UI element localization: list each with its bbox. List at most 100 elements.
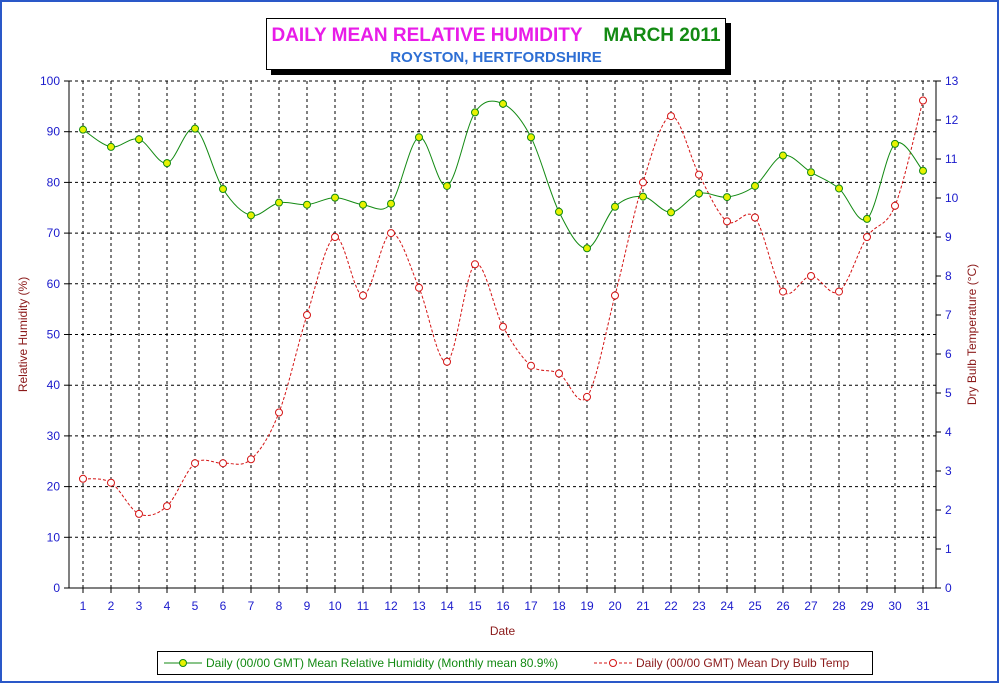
data-point-temperature: [835, 287, 843, 296]
data-point-temperature: [583, 392, 591, 401]
data-point-temperature: [275, 408, 283, 417]
data-point-humidity: [611, 202, 619, 211]
chart-title-line: DAILY MEAN RELATIVE HUMIDITY MARCH 2011: [267, 25, 725, 47]
legend-label-temperature: Daily (00/00 GMT) Mean Dry Bulb Temp: [636, 656, 850, 670]
data-point-temperature: [359, 291, 367, 300]
data-point-temperature: [135, 509, 143, 518]
y-tick-label-left: 60: [47, 277, 61, 291]
x-tick-label: 31: [916, 599, 930, 613]
y-tick-label-right: 0: [945, 581, 952, 595]
x-tick-label: 24: [720, 599, 734, 613]
y-tick-label-right: 7: [945, 308, 952, 322]
data-point-humidity: [835, 184, 843, 193]
data-point-temperature: [807, 272, 815, 280]
x-tick-label: 22: [664, 599, 678, 613]
data-point-humidity: [723, 193, 731, 202]
x-tick-label: 19: [580, 599, 594, 613]
legend: Daily (00/00 GMT) Mean Relative Humidity…: [157, 651, 873, 675]
x-tick-label: 12: [384, 599, 398, 613]
y-axis-title-left: Relative Humidity (%): [16, 277, 30, 392]
data-point-temperature: [667, 112, 675, 121]
x-tick-label: 16: [496, 599, 510, 613]
data-point-humidity: [331, 193, 339, 202]
data-point-humidity: [639, 192, 647, 201]
y-tick-label-left: 90: [47, 125, 61, 139]
x-tick-label: 3: [136, 599, 143, 613]
data-point-humidity: [863, 214, 871, 223]
y-tick-label-right: 4: [945, 425, 952, 439]
x-tick-label: 29: [860, 599, 874, 613]
data-point-temperature: [191, 459, 199, 468]
data-point-humidity: [583, 244, 591, 253]
chart-title: DAILY MEAN RELATIVE HUMIDITY: [271, 25, 583, 46]
data-point-temperature: [331, 233, 339, 241]
x-tick-label: 6: [220, 599, 227, 613]
data-point-humidity: [107, 142, 115, 151]
y-tick-label-left: 50: [47, 328, 61, 342]
data-point-humidity: [499, 99, 507, 108]
data-point-temperature: [891, 201, 899, 210]
x-tick-label: 8: [276, 599, 283, 613]
y-tick-label-right: 12: [945, 113, 959, 127]
y-tick-label-left: 10: [47, 530, 61, 544]
data-point-humidity: [779, 151, 787, 160]
data-point-humidity: [527, 133, 535, 142]
data-point-humidity: [359, 200, 367, 209]
data-point-humidity: [695, 189, 703, 198]
x-tick-label: 17: [524, 599, 538, 613]
y-axis-title-right: Dry Bulb Temperature (°C): [965, 264, 979, 405]
x-tick-label: 18: [552, 599, 566, 613]
y-tick-label-right: 13: [945, 74, 959, 88]
data-point-temperature: [163, 502, 171, 511]
data-point-temperature: [247, 455, 255, 464]
data-point-temperature: [79, 474, 87, 483]
x-tick-label: 9: [304, 599, 311, 613]
data-point-temperature: [471, 260, 479, 269]
y-tick-label-left: 40: [47, 378, 61, 392]
x-tick-label: 1: [80, 599, 87, 613]
legend-swatch-temperature: [594, 659, 632, 667]
data-point-temperature: [779, 287, 787, 296]
chart-subtitle: ROYSTON, HERTFORDSHIRE: [390, 49, 602, 66]
data-point-humidity: [415, 133, 423, 142]
x-tick-label: 30: [888, 599, 902, 613]
data-point-temperature: [499, 322, 507, 331]
data-point-temperature: [555, 369, 563, 378]
data-point-humidity: [275, 198, 283, 207]
y-tick-label-left: 0: [53, 581, 60, 595]
x-tick-label: 5: [192, 599, 199, 613]
data-point-temperature: [443, 357, 451, 366]
data-point-humidity: [135, 135, 143, 144]
data-point-humidity: [751, 181, 759, 190]
x-tick-label: 14: [440, 599, 454, 613]
data-point-humidity: [891, 139, 899, 148]
data-point-humidity: [303, 200, 311, 209]
data-point-humidity: [807, 168, 815, 177]
data-point-temperature: [723, 217, 731, 226]
y-tick-label-right: 8: [945, 269, 952, 283]
x-tick-label: 2: [108, 599, 115, 613]
data-point-temperature: [863, 233, 871, 241]
data-point-temperature: [695, 170, 703, 179]
x-axis-title: Date: [490, 624, 516, 638]
legend-label-humidity: Daily (00/00 GMT) Mean Relative Humidity…: [206, 656, 559, 670]
x-tick-label: 7: [248, 599, 255, 613]
y-tick-label-right: 3: [945, 464, 952, 478]
x-tick-label: 25: [748, 599, 762, 613]
x-tick-label: 13: [412, 599, 426, 613]
chart-title-period: MARCH 2011: [603, 25, 721, 46]
data-point-temperature: [415, 283, 423, 292]
x-tick-label: 28: [832, 599, 846, 613]
data-point-temperature: [919, 96, 927, 105]
x-tick-label: 4: [164, 599, 171, 613]
y-tick-label-right: 6: [945, 347, 952, 361]
legend-swatch-humidity: [164, 659, 202, 667]
y-tick-label-left: 100: [40, 74, 60, 88]
data-point-temperature: [527, 361, 535, 370]
x-tick-label: 26: [776, 599, 790, 613]
x-tick-label: 20: [608, 599, 622, 613]
data-point-humidity: [667, 208, 675, 217]
x-tick-label: 27: [804, 599, 818, 613]
data-point-humidity: [471, 108, 479, 117]
